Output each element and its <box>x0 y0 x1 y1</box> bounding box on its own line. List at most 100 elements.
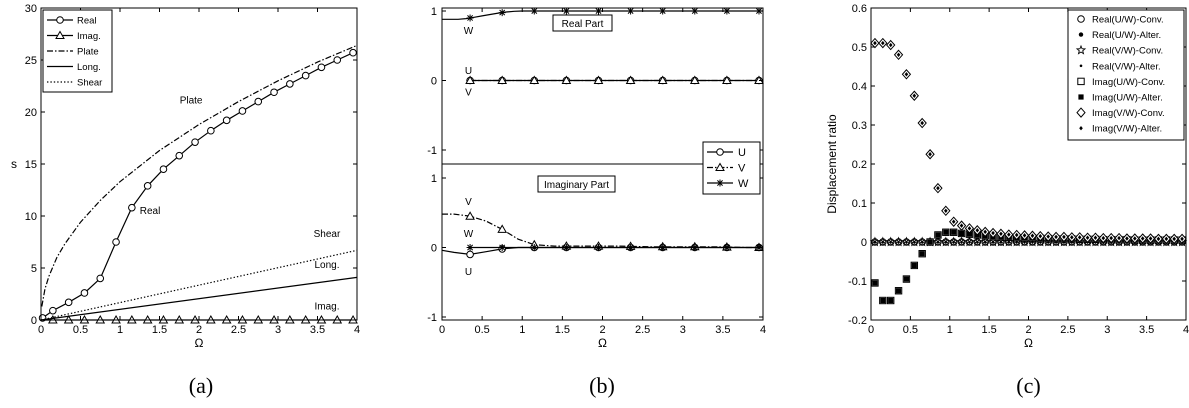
data-point <box>222 116 231 125</box>
data-point <box>465 211 475 220</box>
y-tick-label: 15 <box>25 159 37 171</box>
legend: Real(U/W)-Conv. Real(U/W)-Alter. Real(V/W)… <box>1067 9 1185 141</box>
data-point <box>1030 233 1035 238</box>
data-point <box>1125 236 1129 241</box>
data-point <box>959 223 964 228</box>
data-point <box>530 244 538 251</box>
y-tick-label: 5 <box>31 263 37 275</box>
data-point <box>112 238 120 246</box>
data-point <box>888 42 893 48</box>
data-point <box>627 7 635 15</box>
data-point <box>159 165 168 173</box>
data-point <box>983 240 987 244</box>
data-point <box>1022 233 1027 238</box>
data-point <box>936 240 940 244</box>
data-point <box>1172 236 1176 242</box>
series-w <box>466 244 763 251</box>
legend-label: Imag(U/W)-Conv. <box>1092 77 1165 88</box>
data-point <box>999 231 1003 237</box>
data-point <box>530 7 538 15</box>
data-point <box>1109 235 1113 241</box>
annotation: U <box>465 66 472 77</box>
series-line <box>41 44 358 307</box>
data-point <box>349 48 357 57</box>
series-line <box>442 213 763 249</box>
x-axis-label: Ω <box>598 336 607 350</box>
series-long <box>40 276 358 321</box>
series-plate <box>41 44 358 307</box>
x-tick-label: 1.5 <box>555 324 570 336</box>
data-point <box>529 75 540 84</box>
data-point <box>991 240 995 244</box>
y-tick-label: -1 <box>427 312 437 324</box>
annotation: U <box>465 267 472 278</box>
legend-label: Real <box>77 16 97 27</box>
data-point <box>1070 235 1074 240</box>
data-point <box>723 244 731 251</box>
x-tick-label: 3.5 <box>1139 324 1154 336</box>
data-point <box>80 289 89 297</box>
data-point <box>927 239 933 245</box>
y-tick-label: 10 <box>25 211 37 223</box>
x-tick-label: 2 <box>599 324 605 336</box>
data-point <box>1180 236 1184 242</box>
data-point <box>935 232 941 238</box>
data-point <box>999 240 1003 244</box>
data-point <box>270 88 278 97</box>
x-tick-label: 3.5 <box>310 324 325 336</box>
data-point <box>562 244 570 251</box>
series-line <box>40 276 358 321</box>
legend-label: Real(V/W)-Conv. <box>1092 46 1163 57</box>
data-point <box>936 185 940 191</box>
data-point <box>498 244 506 251</box>
x-tick-label: 3 <box>275 324 281 336</box>
data-point <box>951 219 956 224</box>
data-point <box>912 93 917 98</box>
data-point <box>594 244 602 251</box>
data-point <box>968 240 971 244</box>
data-point <box>755 7 763 15</box>
data-point <box>466 244 474 251</box>
data-point <box>561 75 572 84</box>
data-point <box>976 240 979 244</box>
data-point <box>913 240 916 244</box>
data-point <box>498 9 506 17</box>
data-point <box>904 72 909 77</box>
data-point <box>872 280 878 286</box>
data-point <box>333 56 342 64</box>
data-point <box>951 229 957 235</box>
legend-marker <box>716 179 724 187</box>
x-tick-label: 0 <box>868 324 874 336</box>
data-point <box>317 63 326 72</box>
annotation: W <box>464 229 474 240</box>
legend-marker <box>1079 126 1083 131</box>
legend-label: V <box>738 163 746 175</box>
data-point <box>1140 236 1145 241</box>
caption-a: (a) <box>189 373 213 398</box>
x-axis-label: Ω <box>1024 336 1033 350</box>
data-point <box>1046 234 1050 239</box>
data-point <box>975 228 980 233</box>
data-point <box>1117 235 1121 241</box>
x-tick-label: 0.5 <box>73 324 88 336</box>
annotation: W <box>464 26 474 37</box>
legend-marker <box>55 30 65 39</box>
legend-label: Real(U/W)-Conv. <box>1092 15 1164 26</box>
legend-label: U <box>738 147 746 159</box>
data-point <box>689 75 700 84</box>
data-point <box>497 75 508 84</box>
annotation: Real <box>140 206 161 217</box>
y-axis-label: s <box>11 157 17 171</box>
data-point <box>191 138 199 146</box>
legend-marker <box>1078 32 1084 37</box>
legend-label: Real(U/W)-Alter. <box>1092 30 1161 41</box>
data-point <box>958 230 965 237</box>
x-tick-label: 0.5 <box>474 324 489 336</box>
y-tick-label: -0.1 <box>848 276 867 288</box>
y-tick-label: 0.1 <box>852 198 867 210</box>
legend-box <box>1067 9 1185 141</box>
data-point <box>897 240 900 244</box>
series-line <box>40 249 358 321</box>
data-point <box>1164 236 1169 242</box>
